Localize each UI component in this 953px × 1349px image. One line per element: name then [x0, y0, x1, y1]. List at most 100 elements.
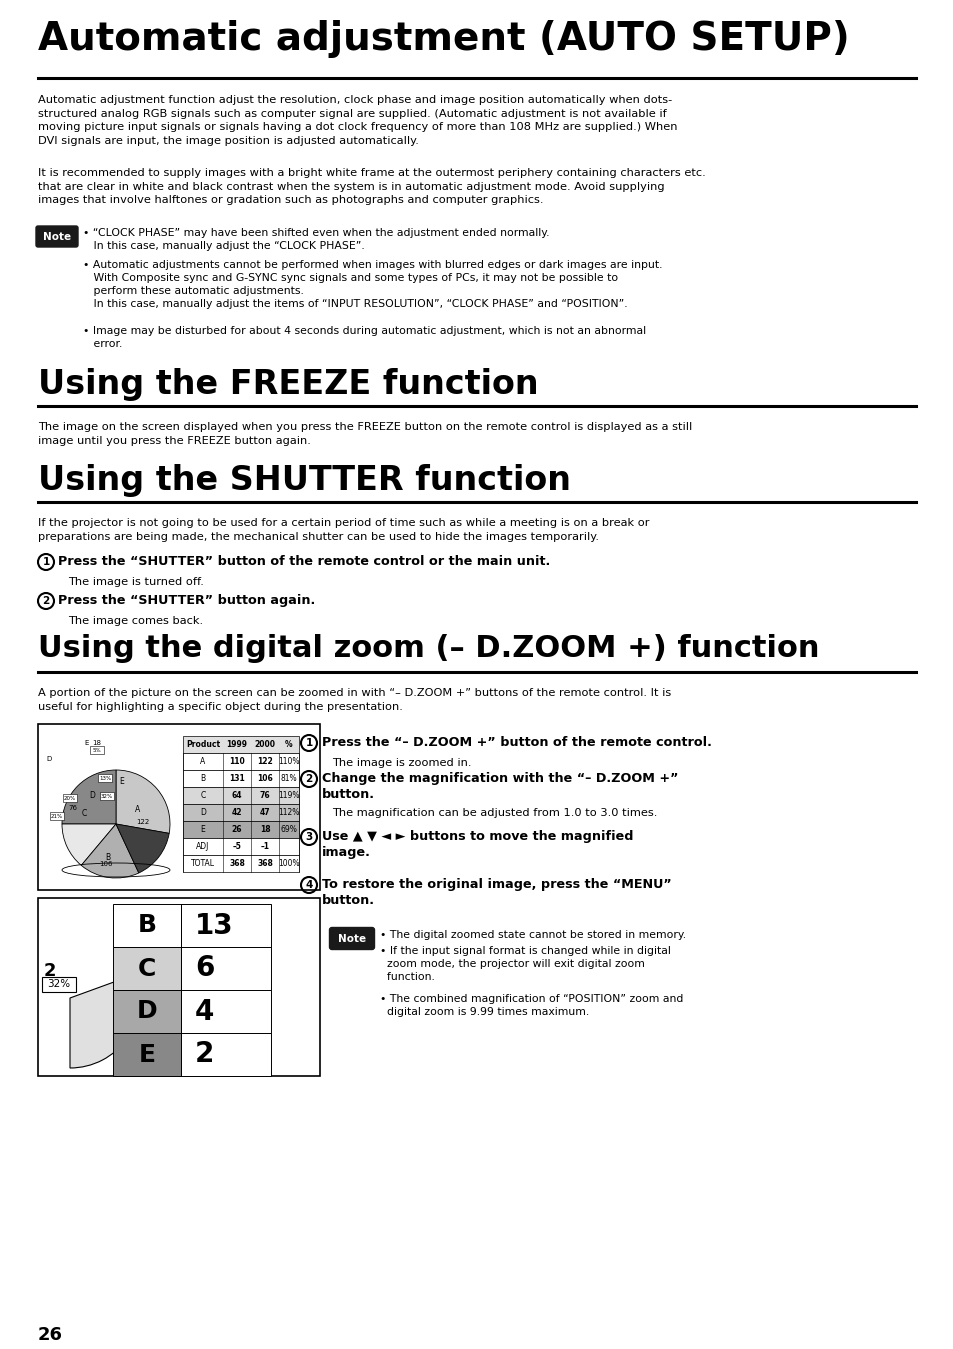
Text: D: D	[89, 792, 95, 800]
Bar	[38, 724, 319, 890]
Bar	[183, 804, 298, 822]
Text: 21%: 21%	[51, 813, 63, 819]
Text: C: C	[200, 791, 206, 800]
Text: 368: 368	[256, 859, 273, 867]
Text: 2: 2	[305, 774, 313, 784]
Bar	[181, 1033, 271, 1077]
Text: 2: 2	[42, 596, 50, 606]
Text: 131: 131	[229, 774, 245, 782]
Text: 4: 4	[194, 997, 214, 1025]
Text: 1: 1	[42, 557, 50, 567]
Text: Product: Product	[186, 741, 220, 749]
Text: 3: 3	[305, 832, 313, 842]
Text: A: A	[135, 805, 140, 815]
Text: 26: 26	[38, 1326, 63, 1344]
Text: A portion of the picture on the screen can be zoomed in with “– D.ZOOM +” button: A portion of the picture on the screen c…	[38, 688, 671, 712]
Bar	[112, 990, 181, 1033]
Text: Automatic adjustment (AUTO SETUP): Automatic adjustment (AUTO SETUP)	[38, 20, 849, 58]
Text: The image is zoomed in.: The image is zoomed in.	[332, 758, 471, 768]
Bar	[181, 904, 271, 947]
Text: 69%: 69%	[280, 826, 297, 834]
Wedge shape	[62, 824, 116, 865]
Bar	[181, 990, 271, 1033]
Wedge shape	[81, 824, 139, 878]
Bar	[90, 746, 104, 754]
Text: The image comes back.: The image comes back.	[68, 616, 203, 626]
Text: 13: 13	[194, 912, 233, 939]
Text: • If the input signal format is changed while in digital
  zoom mode, the projec: • If the input signal format is changed …	[379, 946, 670, 982]
Bar	[183, 822, 298, 838]
Bar	[38, 898, 319, 1077]
Text: Using the SHUTTER function: Using the SHUTTER function	[38, 464, 571, 496]
Text: 18: 18	[259, 826, 270, 834]
Text: 42: 42	[232, 808, 242, 817]
Wedge shape	[70, 974, 140, 1068]
Bar	[98, 774, 112, 782]
Text: –1: –1	[260, 842, 269, 851]
Text: Note: Note	[43, 232, 71, 241]
Text: Note: Note	[337, 934, 366, 943]
Text: 64: 64	[232, 791, 242, 800]
Bar	[63, 795, 77, 803]
Text: B: B	[106, 854, 111, 862]
Text: 106: 106	[257, 774, 273, 782]
Text: 1999: 1999	[226, 741, 247, 749]
Text: Automatic adjustment function adjust the resolution, clock phase and image posit: Automatic adjustment function adjust the…	[38, 94, 677, 146]
Text: • Image may be disturbed for about 4 seconds during automatic adjustment, which : • Image may be disturbed for about 4 sec…	[83, 326, 645, 349]
Text: 2000: 2000	[254, 741, 275, 749]
Text: 119%: 119%	[278, 791, 299, 800]
Bar	[50, 812, 64, 820]
Text: Using the FREEZE function: Using the FREEZE function	[38, 368, 538, 401]
Bar	[181, 947, 271, 990]
Text: 26: 26	[232, 826, 242, 834]
Text: • “CLOCK PHASE” may have been shifted even when the adjustment ended normally.
 : • “CLOCK PHASE” may have been shifted ev…	[83, 228, 549, 251]
Bar	[112, 1033, 181, 1077]
Text: The image on the screen displayed when you press the FREEZE button on the remote: The image on the screen displayed when y…	[38, 422, 692, 445]
Text: • Automatic adjustments cannot be performed when images with blurred edges or da: • Automatic adjustments cannot be perfor…	[83, 260, 661, 309]
Bar	[183, 753, 298, 770]
Text: 122: 122	[257, 757, 273, 766]
Text: Using the digital zoom (– D.ZOOM +) function: Using the digital zoom (– D.ZOOM +) func…	[38, 634, 819, 662]
FancyBboxPatch shape	[36, 227, 78, 247]
Text: 32%: 32%	[48, 979, 71, 989]
Text: 112%: 112%	[278, 808, 299, 817]
Text: 47: 47	[259, 808, 270, 817]
Text: Press the “SHUTTER” button of the remote control or the main unit.: Press the “SHUTTER” button of the remote…	[58, 554, 550, 568]
Text: 1: 1	[305, 738, 313, 747]
Text: C: C	[137, 956, 156, 981]
Wedge shape	[116, 824, 169, 873]
Text: E: E	[84, 741, 89, 746]
Text: 106: 106	[99, 861, 112, 867]
Text: • The digital zoomed state cannot be stored in memory.: • The digital zoomed state cannot be sto…	[379, 929, 685, 940]
Bar	[100, 792, 113, 800]
FancyBboxPatch shape	[329, 928, 375, 950]
Wedge shape	[62, 770, 116, 824]
Text: B: B	[200, 774, 205, 782]
Text: A: A	[200, 757, 206, 766]
Text: 100%: 100%	[278, 859, 299, 867]
Bar	[183, 786, 298, 804]
Text: 368: 368	[229, 859, 245, 867]
Bar	[112, 904, 181, 947]
Bar	[183, 737, 298, 753]
Text: E: E	[119, 777, 124, 786]
Text: Press the “– D.ZOOM +” button of the remote control.: Press the “– D.ZOOM +” button of the rem…	[322, 737, 711, 749]
Bar	[183, 855, 298, 871]
Text: 20%: 20%	[64, 796, 76, 800]
Text: 110%: 110%	[278, 757, 299, 766]
Text: 2: 2	[194, 1040, 214, 1068]
Text: 32%: 32%	[101, 793, 113, 799]
Bar	[42, 977, 76, 992]
Text: TOTAL: TOTAL	[191, 859, 214, 867]
Text: Change the magnification with the “– D.ZOOM +”
button.: Change the magnification with the “– D.Z…	[322, 772, 678, 801]
Text: E: E	[138, 1043, 155, 1067]
Text: The magnification can be adjusted from 1.0 to 3.0 times.: The magnification can be adjusted from 1…	[332, 808, 657, 817]
Text: 2: 2	[44, 962, 56, 979]
Bar	[112, 947, 181, 990]
Text: 76: 76	[68, 805, 77, 811]
Text: D: D	[46, 755, 51, 762]
Text: To restore the original image, press the “MENU”
button.: To restore the original image, press the…	[322, 878, 671, 907]
Text: The image is turned off.: The image is turned off.	[68, 577, 204, 587]
Text: %: %	[285, 741, 293, 749]
Text: D: D	[200, 808, 206, 817]
